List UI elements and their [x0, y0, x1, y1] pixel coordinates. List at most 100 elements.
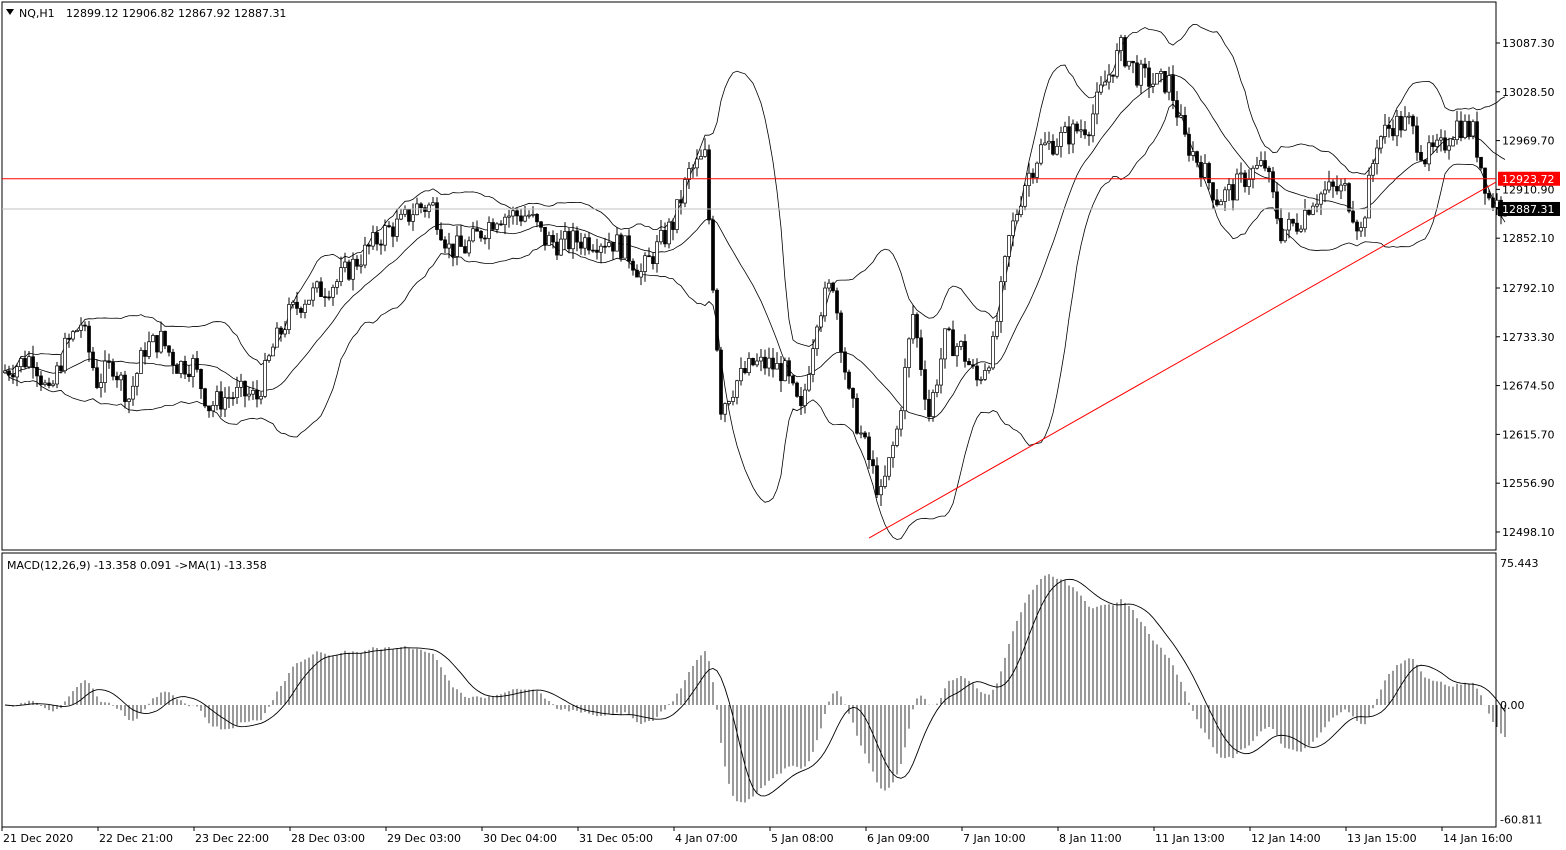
candle-body	[63, 337, 67, 372]
candle-body	[831, 282, 835, 292]
candle-body	[591, 249, 595, 252]
candle-body	[463, 246, 467, 254]
candle-body	[1279, 218, 1283, 242]
candle-body	[139, 350, 143, 374]
candle-body	[627, 235, 631, 262]
candle-body	[827, 282, 831, 289]
candle-body	[1183, 115, 1187, 135]
candle-body	[275, 327, 279, 348]
candle-body	[395, 218, 399, 237]
candle-body	[123, 374, 127, 402]
macd-pane-border	[1, 552, 1497, 828]
candle-body	[927, 398, 931, 417]
candle-body	[1207, 163, 1211, 184]
candle-body	[251, 389, 255, 395]
candle-body	[671, 221, 675, 230]
candle-body	[1387, 124, 1391, 129]
candle-body	[659, 230, 663, 243]
candle-body	[915, 314, 919, 339]
candle-body	[183, 360, 187, 375]
candle-body	[647, 255, 651, 258]
candle-body	[1179, 115, 1183, 118]
candle-body	[1143, 63, 1147, 69]
candle-body	[1015, 214, 1019, 222]
candle-body	[1163, 71, 1167, 93]
candle-body	[1091, 113, 1095, 137]
candle-body	[539, 221, 543, 228]
candle-body	[1095, 91, 1099, 115]
candle-body	[1295, 222, 1299, 232]
candle-body	[135, 373, 139, 387]
candle-body	[891, 445, 895, 459]
candle-body	[1299, 228, 1303, 232]
candle-body	[563, 231, 567, 240]
candle-body	[1363, 217, 1367, 228]
candle-body	[939, 358, 943, 386]
candle-body	[151, 335, 155, 343]
candle-body	[335, 281, 339, 288]
candle-body	[471, 228, 475, 242]
candle-body	[1107, 74, 1111, 83]
candle-body	[755, 360, 759, 366]
dropdown-triangle-icon[interactable]	[6, 9, 14, 15]
candle-body	[235, 387, 239, 398]
candle-body	[1175, 100, 1179, 118]
candle-body	[719, 349, 723, 415]
candle-body	[87, 325, 91, 353]
candle-body	[1283, 229, 1287, 242]
candle-body	[23, 358, 27, 368]
candle-body	[759, 356, 763, 362]
candle-body	[763, 356, 767, 369]
candle-body	[1415, 125, 1419, 153]
candle-body	[1171, 75, 1175, 101]
candle-body	[883, 475, 887, 487]
candle-body	[247, 393, 251, 397]
candle-body	[1351, 210, 1355, 223]
candle-body	[351, 258, 355, 280]
candle-body	[1235, 173, 1239, 201]
candle-body	[1347, 183, 1351, 212]
candle-body	[639, 271, 643, 278]
candle-body	[651, 256, 655, 265]
candle-body	[819, 315, 823, 328]
candle-body	[311, 287, 315, 301]
candle-body	[1079, 129, 1083, 132]
candle-body	[723, 403, 727, 415]
y-tick-label: 12615.70	[1502, 428, 1555, 441]
candle-body	[1379, 136, 1383, 149]
candle-body	[1315, 203, 1319, 207]
x-tick-label: 28 Dec 03:00	[291, 832, 365, 845]
candle-body	[707, 149, 711, 221]
candle-body	[111, 362, 115, 377]
macd-tick-label: 0.00	[1500, 699, 1525, 712]
chart-lines[interactable]	[2, 178, 1497, 539]
candle-body	[735, 380, 739, 398]
candle-body	[1195, 151, 1199, 163]
candle-body	[551, 235, 555, 243]
x-tick-label: 11 Jan 13:00	[1155, 832, 1225, 845]
candle-body	[987, 367, 991, 371]
candle-body	[1023, 185, 1027, 207]
candle-body	[1491, 197, 1495, 208]
candle-body	[227, 397, 231, 399]
candle-body	[119, 374, 123, 381]
candle-body	[1247, 179, 1251, 187]
candle-body	[1035, 162, 1039, 178]
candle-body	[795, 382, 799, 397]
candle-body	[239, 380, 243, 388]
candle-body	[1215, 199, 1219, 206]
candle-body	[163, 330, 167, 347]
candle-body	[323, 296, 327, 298]
candle-body	[747, 358, 751, 374]
candle-body	[31, 356, 35, 368]
candle-body	[35, 366, 39, 377]
candle-body	[1111, 74, 1115, 77]
candle-body	[1135, 62, 1139, 86]
candle-body	[691, 167, 695, 170]
candle-body	[399, 213, 403, 220]
candle-body	[103, 360, 107, 383]
candle-body	[503, 216, 507, 226]
candle-body	[907, 338, 911, 368]
